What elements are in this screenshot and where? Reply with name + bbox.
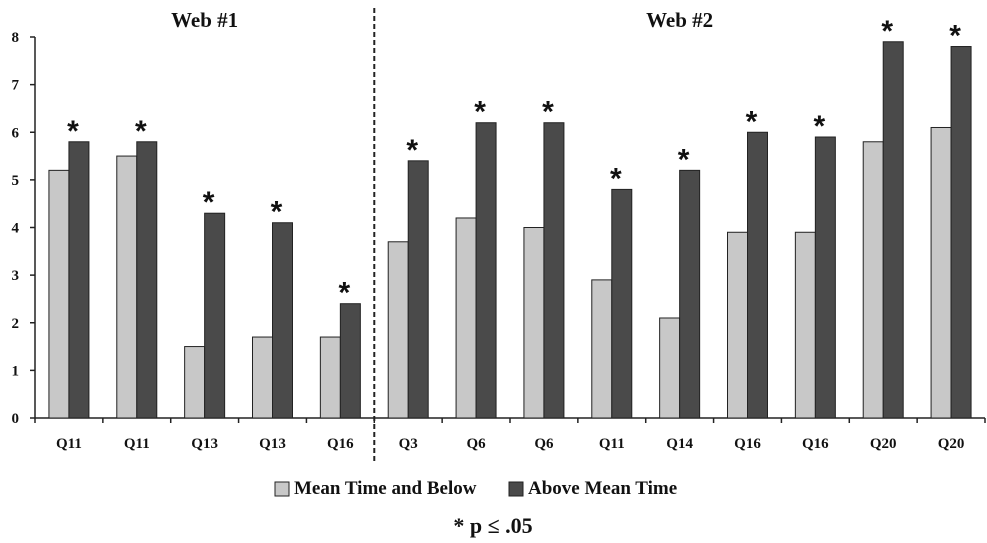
- y-tick-label: 8: [12, 30, 20, 46]
- y-tick-label: 6: [12, 125, 20, 141]
- x-tick-label: Q16: [802, 436, 829, 452]
- significance-star: *: [542, 96, 554, 129]
- axes: 0 1 2 3 4 5 6 7 8: [12, 30, 986, 427]
- bar-mean-time-and-below: [523, 227, 545, 419]
- bar-mean-time-and-below: [591, 279, 613, 419]
- bar-above-mean-time: [814, 136, 836, 419]
- y-tick-label: 7: [12, 78, 20, 94]
- significance-star: *: [271, 196, 283, 229]
- group-title: Web #2: [646, 8, 713, 32]
- x-tick-label: Q14: [666, 436, 693, 452]
- bar-above-mean-time: [68, 141, 90, 419]
- group-titles: Web #1 Web #2: [171, 8, 713, 462]
- x-tick-label: Q3: [399, 436, 418, 452]
- x-tick-label: Q6: [534, 436, 554, 452]
- significance-star: *: [203, 186, 215, 219]
- bar-above-mean-time: [204, 212, 226, 419]
- x-tick-label: Q11: [599, 436, 625, 452]
- significance-star: *: [746, 105, 758, 138]
- x-tick-label: Q13: [259, 436, 286, 452]
- bar-above-mean-time: [543, 122, 565, 419]
- y-tick-label: 1: [12, 363, 20, 379]
- bar-mean-time-and-below: [48, 169, 70, 419]
- bar-above-mean-time: [475, 122, 497, 419]
- significance-star: *: [67, 115, 79, 148]
- group-title: Web #1: [171, 8, 238, 32]
- significance-star: *: [406, 134, 418, 167]
- significance-star: *: [339, 277, 351, 310]
- x-tick-label: Q11: [124, 436, 150, 452]
- y-tick-label: 2: [12, 316, 20, 332]
- significance-star: *: [474, 96, 486, 129]
- bar-mean-time-and-below: [252, 336, 273, 419]
- bar-mean-time-and-below: [862, 141, 884, 419]
- bar-above-mean-time: [339, 303, 361, 419]
- x-tick-label: Q16: [734, 436, 761, 452]
- bar-mean-time-and-below: [930, 126, 952, 419]
- x-tick-label: Q6: [466, 436, 486, 452]
- legend: Mean Time and Below Above Mean Time: [274, 478, 677, 499]
- bars: [48, 41, 972, 419]
- bar-above-mean-time: [882, 41, 904, 419]
- legend-label: Above Mean Time: [528, 478, 677, 499]
- x-tick-label: Q13: [191, 436, 218, 452]
- significance-star: *: [610, 162, 622, 195]
- x-tick-label: Q20: [870, 436, 897, 452]
- bar-mean-time-and-below: [455, 217, 477, 419]
- significance-star: *: [881, 15, 893, 48]
- category-labels: Q11 Q11 Q13 Q13 Q16 Q3 Q6 Q6 Q11 Q14 Q16 Q16 Q20 Q20: [56, 436, 964, 452]
- bar-above-mean-time: [747, 131, 768, 419]
- significance-star: *: [678, 143, 690, 176]
- legend-swatch-above-mean-time: [508, 481, 524, 497]
- y-tick-label: 4: [12, 221, 20, 237]
- bar-mean-time-and-below: [794, 231, 816, 419]
- bar-above-mean-time: [950, 46, 972, 419]
- bar-mean-time-and-below: [116, 155, 138, 419]
- footnote: * p ≤ .05: [453, 513, 532, 538]
- bar-above-mean-time: [136, 141, 158, 419]
- bar-mean-time-and-below: [387, 241, 409, 419]
- bar-mean-time-and-below: [184, 346, 206, 419]
- significance-star: *: [814, 110, 826, 143]
- bar-above-mean-time: [272, 222, 293, 419]
- y-tick-label: 3: [12, 268, 20, 284]
- bar-mean-time-and-below: [659, 317, 681, 419]
- significance-star: *: [135, 115, 147, 148]
- legend-swatch-mean-time-and-below: [274, 481, 290, 497]
- bar-mean-time-and-below: [319, 336, 341, 419]
- y-tick-label: 0: [12, 411, 20, 427]
- bar-above-mean-time: [679, 169, 701, 419]
- y-tick-label: 5: [12, 173, 20, 189]
- x-tick-label: Q11: [56, 436, 82, 452]
- bar-above-mean-time: [407, 160, 429, 419]
- x-tick-label: Q20: [938, 436, 965, 452]
- significance-markers: * * * * * * * * * * * * * *: [67, 15, 961, 310]
- x-tick-label: Q16: [327, 436, 354, 452]
- bar-above-mean-time: [611, 188, 633, 419]
- legend-label: Mean Time and Below: [294, 478, 477, 499]
- significance-star: *: [949, 20, 961, 53]
- bar-mean-time-and-below: [727, 231, 748, 419]
